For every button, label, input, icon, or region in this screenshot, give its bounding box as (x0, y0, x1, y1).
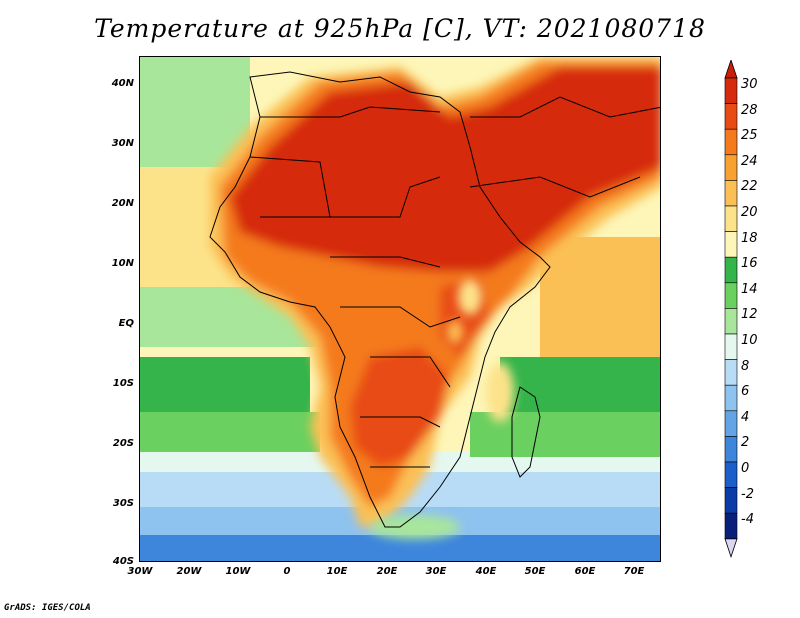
map-title: Temperature at 925hPa [C], VT: 202108071… (94, 14, 706, 43)
y-tick-20n: 20N (111, 198, 134, 209)
y-tick-eq: EQ (118, 318, 134, 329)
x-tick-40e: 40E (475, 566, 497, 577)
colorbar-swatch (724, 384, 738, 412)
colorbar-swatch (724, 333, 738, 360)
colorbar-swatch (724, 282, 738, 309)
colorbar-overflow-low (724, 538, 738, 559)
colorbar-label: 8 (741, 358, 750, 374)
colorbar-swatch (724, 461, 738, 488)
colorbar-swatch (724, 410, 738, 437)
coastlines (209, 71, 660, 528)
colorbar-label: 20 (741, 205, 758, 220)
x-tick-30w: 30W (127, 566, 153, 577)
x-tick-70e: 70E (623, 566, 645, 577)
colorbar-label: 6 (741, 384, 750, 400)
colorbar-swatch (724, 308, 738, 335)
temperature-map (139, 56, 661, 562)
x-tick-30e: 30E (425, 566, 447, 577)
colorbar (724, 60, 738, 559)
colorbar-label: 4 (741, 409, 750, 425)
x-tick-20w: 20W (176, 566, 202, 577)
y-tick-30s: 30S (112, 498, 134, 509)
colorbar-swatch (724, 154, 738, 181)
colorbar-label: 28 (741, 102, 758, 118)
colorbar-label: -4 (741, 512, 754, 528)
x-tick-10e: 10E (326, 566, 348, 577)
colorbar-label: 2 (741, 435, 750, 451)
y-tick-30n: 30N (111, 138, 134, 149)
colorbar-label: 30 (741, 77, 758, 92)
colorbar-label: 25 (741, 128, 758, 144)
map-canvas (140, 57, 660, 561)
y-tick-40s: 40S (112, 556, 134, 567)
colorbar-swatch (724, 436, 738, 463)
colorbar-swatch (724, 128, 738, 156)
colorbar-label: 16 (741, 256, 758, 272)
colorbar-swatch (724, 103, 738, 130)
x-tick-0: 0 (283, 566, 291, 577)
y-tick-20s: 20S (112, 438, 134, 449)
colorbar-swatch (724, 180, 738, 207)
colorbar-label: 0 (741, 461, 750, 476)
y-tick-40n: 40N (111, 78, 134, 89)
colorbar-swatch (724, 205, 738, 232)
colorbar-swatch (724, 77, 738, 104)
footer-credit: GrADS: IGES/COLA (4, 603, 91, 613)
highland-cool-spots (370, 279, 514, 539)
colorbar-label: -2 (741, 486, 754, 502)
colorbar-label: 12 (741, 307, 758, 323)
y-tick-10s: 10S (112, 378, 134, 389)
colorbar-label: 24 (741, 153, 758, 169)
colorbar-swatch (724, 359, 738, 386)
colorbar-label: 10 (741, 333, 758, 348)
land-temperature-field (210, 57, 660, 527)
colorbar-overflow-high (724, 60, 738, 79)
y-tick-10n: 10N (111, 258, 134, 269)
x-tick-60e: 60E (574, 566, 596, 577)
colorbar-swatch (724, 487, 738, 514)
colorbar-label: 22 (741, 179, 758, 195)
colorbar-label: 14 (741, 281, 758, 297)
colorbar-label: 18 (741, 230, 758, 246)
x-tick-50e: 50E (524, 566, 546, 577)
colorbar-swatch (724, 512, 738, 540)
x-tick-10w: 10W (225, 566, 251, 577)
x-tick-20e: 20E (376, 566, 398, 577)
colorbar-swatch (724, 256, 738, 284)
colorbar-swatch (724, 231, 738, 258)
